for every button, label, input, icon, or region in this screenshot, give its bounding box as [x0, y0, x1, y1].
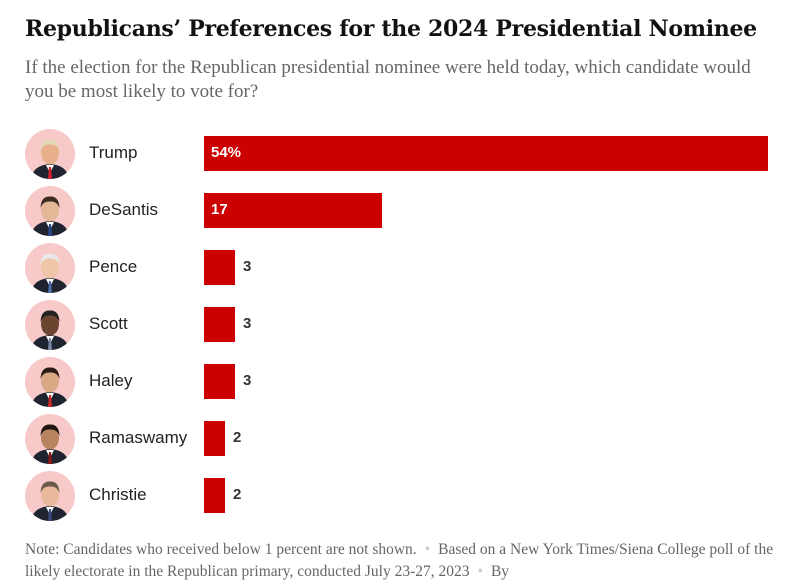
christie-portrait-icon — [25, 471, 75, 521]
data-label: 2 — [233, 486, 242, 503]
trump-portrait-icon — [25, 129, 75, 179]
bar — [204, 136, 768, 171]
byline-text: By — [490, 563, 510, 580]
bar — [204, 250, 235, 285]
bar-row: Pence 3 — [0, 242, 790, 294]
desantis-portrait-icon — [25, 186, 75, 236]
data-label: 3 — [243, 372, 252, 389]
chart-note: Note: Candidates who received below 1 pe… — [25, 539, 785, 583]
note-text: Note: Candidates who received below 1 pe… — [25, 541, 417, 558]
bar — [204, 364, 235, 399]
candidate-name-label: Haley — [89, 371, 133, 390]
source-text: Based on a New York Times/Siena College … — [25, 541, 774, 580]
candidate-name-label: Ramaswamy — [89, 428, 188, 447]
bar-row: Trump 54% — [0, 128, 790, 180]
bar — [204, 421, 225, 456]
candidate-name-label: Scott — [89, 314, 128, 333]
bar — [204, 193, 382, 228]
bar-row: Scott 3 — [0, 299, 790, 351]
bar-row: Christie 2 — [0, 470, 790, 522]
bar — [204, 307, 235, 342]
chart-title: Republicans’ Preferences for the 2024 Pr… — [25, 16, 757, 42]
data-label: 2 — [233, 429, 242, 446]
bar — [204, 478, 225, 513]
chart-subtitle: If the election for the Republican presi… — [25, 57, 751, 102]
pence-portrait-icon — [25, 243, 75, 293]
candidate-name-label: Pence — [89, 257, 138, 276]
data-label: 17 — [211, 201, 228, 218]
candidate-name-label: DeSantis — [89, 200, 158, 219]
scott-portrait-icon — [25, 300, 75, 350]
separator-dot-icon: • — [424, 541, 431, 558]
data-label: 54% — [211, 144, 242, 161]
ramaswamy-portrait-icon — [25, 414, 75, 464]
candidate-name-label: Christie — [89, 485, 147, 504]
bar-row: DeSantis 17 — [0, 185, 790, 237]
data-label: 3 — [243, 315, 252, 332]
bar-row: Haley 3 — [0, 356, 790, 408]
data-label: 3 — [243, 258, 252, 275]
haley-portrait-icon — [25, 357, 75, 407]
bar-row: Ramaswamy 2 — [0, 413, 790, 465]
separator-dot-icon: • — [477, 563, 483, 580]
candidate-name-label: Trump — [89, 143, 138, 162]
